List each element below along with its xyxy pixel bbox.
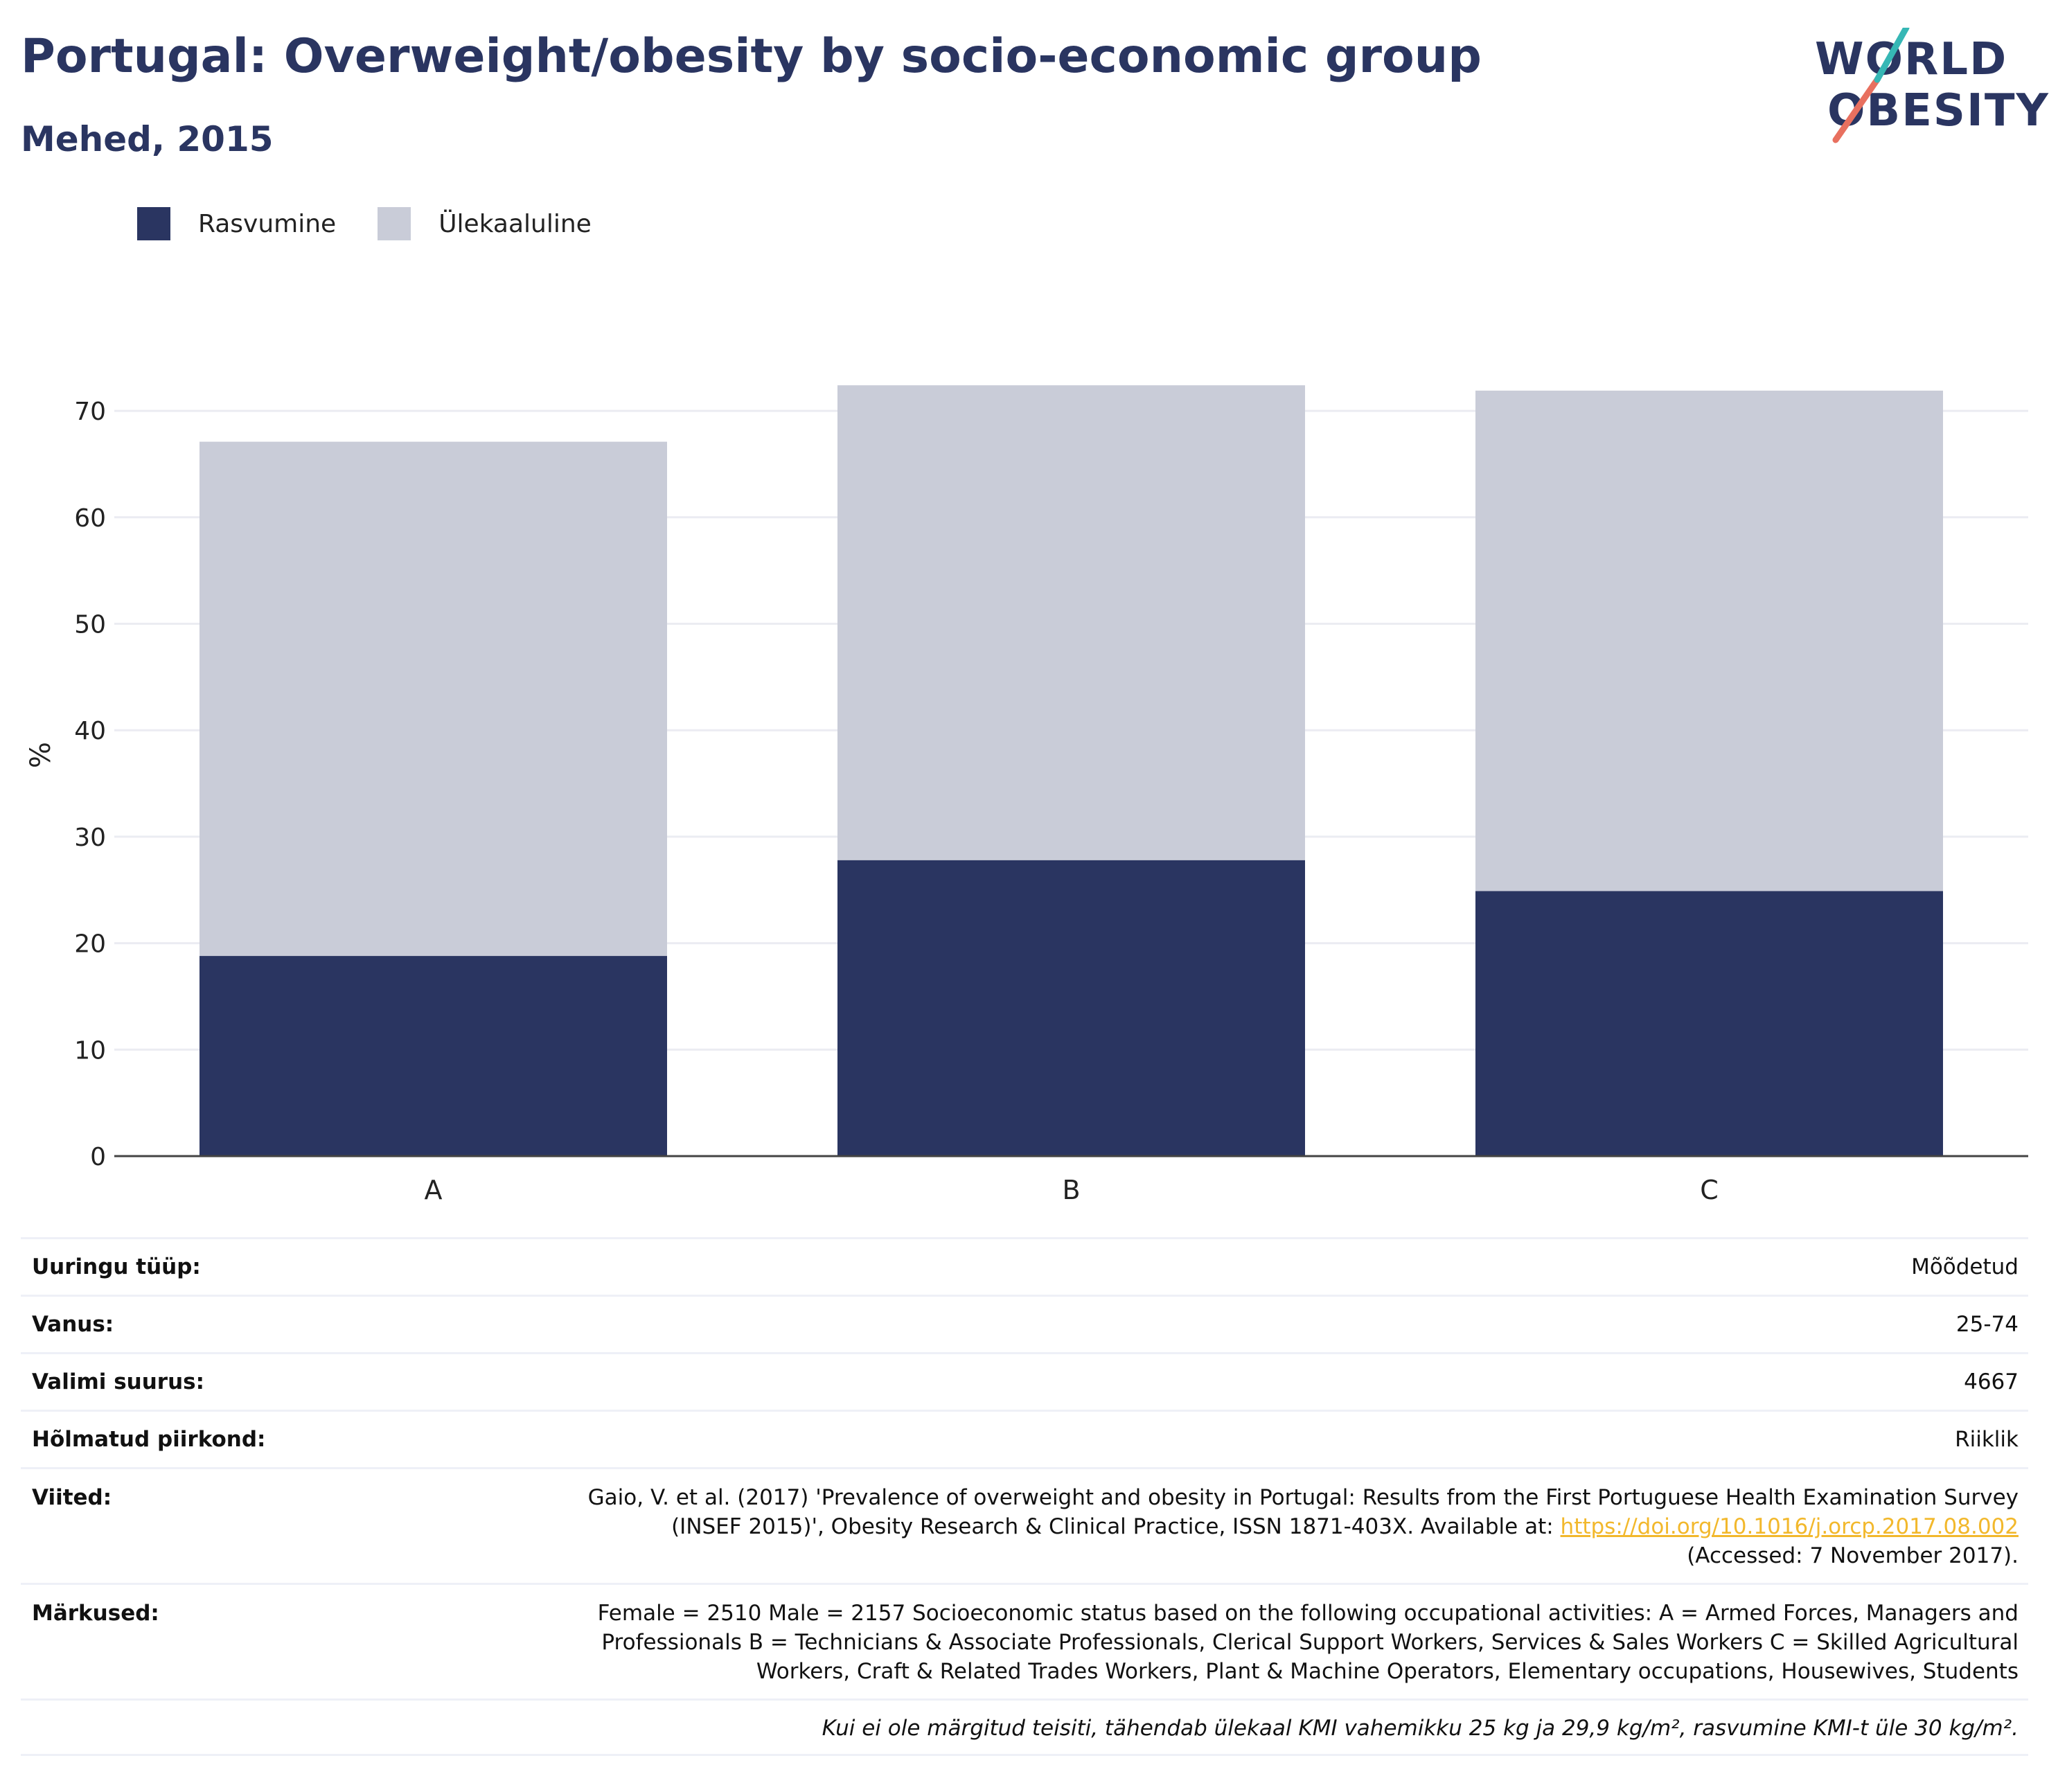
chart-legend: Rasvumine Ülekaaluline — [137, 203, 633, 245]
info-val-survey-type: Mõõdetud — [1911, 1254, 2019, 1279]
reference-line-1: Gaio, V. et al. (2017) 'Prevalence of ov… — [587, 1485, 2019, 1510]
info-val-age: 25-74 — [1955, 1312, 2019, 1337]
notes-line-3: Workers, Craft & Related Trades Workers,… — [756, 1659, 2019, 1684]
stacked-bar-chart: 0 10 20 30 40 50 60 70 A B C% — [25, 385, 2028, 1205]
info-row-age: Vanus: 25-74 — [21, 1295, 2028, 1352]
reference-line-3: (Accessed: 7 November 2017). — [1687, 1543, 2019, 1568]
world-obesity-logo: WORLD OBESITY — [1801, 28, 2048, 152]
y-tick-label: 70 — [74, 398, 106, 426]
legend-label-obesity: Rasvumine — [198, 209, 337, 238]
y-tick-label: 50 — [74, 611, 106, 639]
info-row-footnote: Kui ei ole märgitud teisiti, tähendab ül… — [21, 1698, 2028, 1755]
legend-item-obesity[interactable]: Rasvumine — [137, 207, 336, 240]
legend-label-overweight: Ülekaaluline — [438, 209, 592, 238]
info-row-area: Hõlmatud piirkond: Riiklik — [21, 1410, 2028, 1467]
bar-a-overweight — [199, 441, 667, 957]
info-val-sample-size: 4667 — [1964, 1369, 2019, 1394]
reference-line-2: (INSEF 2015)', Obesity Research & Clinic… — [588, 1512, 2019, 1541]
notes-line-1: Female = 2510 Male = 2157 Socioeconomic … — [597, 1601, 2019, 1626]
footnote: Kui ei ole märgitud teisiti, tähendab ül… — [822, 1715, 2019, 1741]
bar-c-overweight — [1475, 390, 1943, 891]
x-tick-label: A — [425, 1175, 443, 1205]
logo-slash-icon — [1832, 28, 1910, 143]
page-subtitle: Mehed, 2015 — [21, 119, 274, 159]
info-key-area: Hõlmatud piirkond: — [32, 1427, 266, 1452]
bottom-divider — [21, 1754, 2028, 1756]
info-key-references: Viited: — [32, 1485, 112, 1510]
info-key-age: Vanus: — [32, 1312, 114, 1337]
info-row-sample-size: Valimi suurus: 4667 — [21, 1352, 2028, 1410]
x-tick-label: C — [1700, 1175, 1719, 1205]
y-axis-label: % — [25, 742, 57, 768]
logo-line-1: WORLD — [1815, 34, 2008, 85]
legend-swatch-obesity — [137, 207, 170, 240]
info-key-sample-size: Valimi suurus: — [32, 1369, 204, 1394]
info-val-notes: Female = 2510 Male = 2157 Socioeconomic … — [598, 1599, 2028, 1698]
info-key-survey-type: Uuringu tüüp: — [32, 1254, 201, 1279]
info-val-references: Gaio, V. et al. (2017) 'Prevalence of ov… — [588, 1483, 2028, 1583]
x-tick-label: B — [1062, 1175, 1080, 1205]
bar-b-obesity — [837, 860, 1305, 1156]
reference-link[interactable]: https://doi.org/10.1016/j.orcp.2017.08.0… — [1560, 1514, 2019, 1539]
info-key-notes: Märkused: — [32, 1601, 159, 1626]
info-val-area: Riiklik — [1955, 1427, 2019, 1452]
y-tick-label: 40 — [74, 717, 106, 745]
page-title: Portugal: Overweight/obesity by socio-ec… — [21, 29, 1482, 84]
y-tick-label: 60 — [74, 504, 106, 533]
info-row-notes: Märkused: Female = 2510 Male = 2157 Soci… — [21, 1583, 2028, 1698]
y-tick-label: 0 — [90, 1143, 106, 1171]
info-table: Uuringu tüüp: Mõõdetud Vanus: 25-74 Vali… — [21, 1237, 2028, 1755]
reference-line-2-text: (INSEF 2015)', Obesity Research & Clinic… — [671, 1514, 1561, 1539]
bar-c-obesity — [1475, 891, 1943, 1156]
bar-b-overweight — [837, 385, 1305, 860]
y-tick-label: 30 — [74, 824, 106, 852]
bar-a-obesity — [199, 956, 667, 1156]
y-tick-label: 20 — [74, 930, 106, 959]
notes-line-2: Professionals B = Technicians & Associat… — [601, 1630, 2019, 1655]
info-row-references: Viited: Gaio, V. et al. (2017) 'Prevalen… — [21, 1467, 2028, 1583]
legend-item-overweight[interactable]: Ülekaaluline — [378, 207, 592, 240]
info-row-survey-type: Uuringu tüüp: Mõõdetud — [21, 1237, 2028, 1295]
legend-swatch-overweight — [378, 207, 411, 240]
y-tick-label: 10 — [74, 1036, 106, 1065]
